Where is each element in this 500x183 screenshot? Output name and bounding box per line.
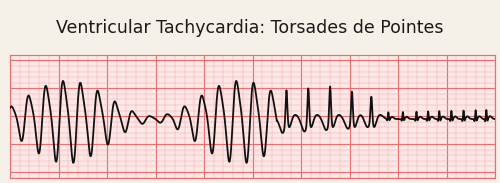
Text: Ventricular Tachycardia: Torsades de Pointes: Ventricular Tachycardia: Torsades de Poi… — [56, 19, 444, 37]
